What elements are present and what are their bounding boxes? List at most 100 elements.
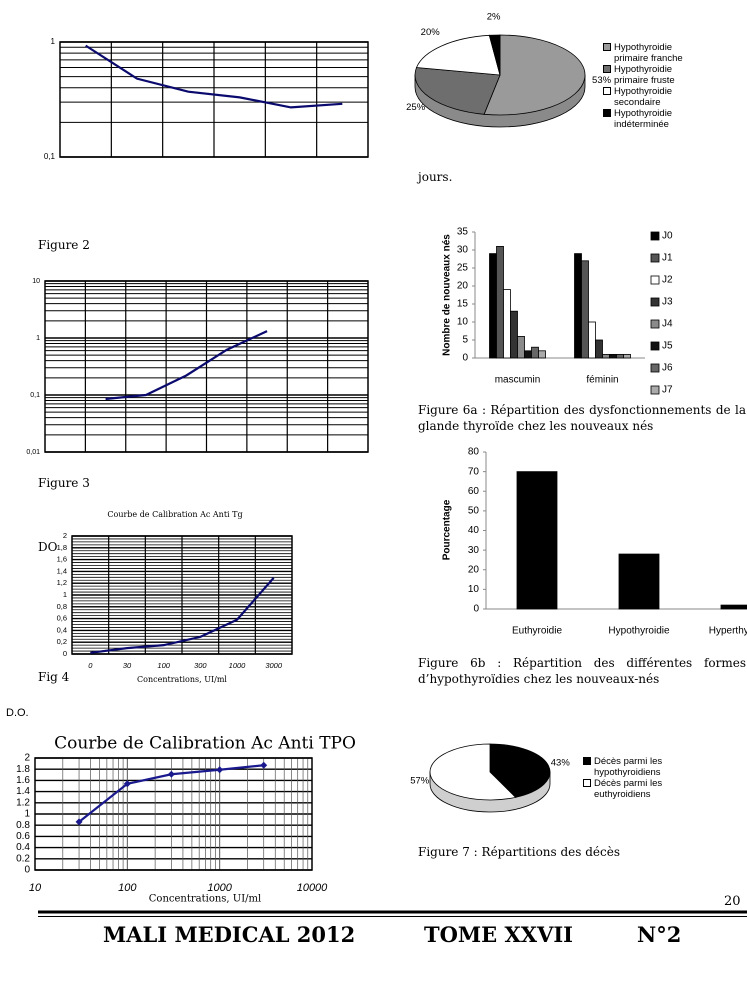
bar (489, 253, 497, 359)
figure-label: Figure 3 (38, 476, 90, 490)
legend-entry: Hypothyroidie secondaire (603, 86, 707, 108)
bar (538, 350, 546, 359)
bar (609, 353, 617, 359)
figure-label: Figure 2 (38, 238, 90, 252)
legend-entry: Hypothyroidie primaire franche (603, 42, 707, 64)
legend-swatch (603, 65, 611, 73)
x-tick-label: Euthyroidie (512, 626, 562, 637)
data-point (216, 766, 224, 774)
y-tick-label: 1 (63, 590, 67, 599)
legend-label: J4 (662, 319, 673, 330)
y-tick-label: 0,4 (57, 625, 67, 634)
pie-slice (415, 34, 501, 76)
y-tick-label: 30 (468, 545, 480, 556)
y-tick-label: 20 (468, 564, 480, 575)
y-tick-label: 0 (462, 353, 468, 364)
y-tick-label: 0.8 (16, 820, 30, 831)
bar (517, 335, 525, 359)
bar (581, 260, 589, 359)
caption: Figure 7 : Répartitions des décès (418, 845, 621, 859)
plot-frame (44, 280, 369, 453)
y-tick-label: 0,1 (30, 392, 40, 399)
bar (531, 346, 539, 359)
legend-label: J1 (662, 253, 673, 264)
pie-value-label: 2% (487, 12, 501, 23)
data-point (167, 770, 175, 778)
plot-frame (71, 535, 293, 655)
legend-label: Hypothyroidie primaire franche (614, 42, 683, 64)
y-axis-label: D.O. (6, 707, 29, 719)
data-point (260, 761, 268, 769)
legend-swatch (583, 779, 591, 787)
y-tick-label: 1 (24, 809, 30, 820)
bar (623, 353, 631, 359)
legend-label: J7 (662, 385, 673, 396)
legend-swatch (650, 363, 660, 373)
y-tick-label: 15 (457, 299, 469, 310)
y-tick-label: 1,6 (57, 555, 67, 564)
bar (574, 253, 582, 359)
y-tick-label: 1,2 (57, 578, 67, 587)
plot-frame (34, 757, 313, 871)
y-tick-label: 0,2 (57, 637, 67, 646)
pie-slice (483, 34, 586, 116)
y-tick-label: 5 (462, 335, 468, 346)
page-number: 20 (724, 894, 741, 909)
y-tick-label: 1,8 (57, 543, 67, 552)
y-tick-label: 0,01 (26, 449, 40, 456)
bar (496, 245, 504, 359)
legend-label: Décès parmi les hypothyroidiens (594, 756, 663, 778)
x-tick-label: féminin (586, 375, 618, 386)
legend-swatch (650, 319, 660, 329)
footer-text: MALI MEDICAL 2012 (103, 922, 356, 947)
y-tick-label: 2 (63, 531, 67, 540)
data-line (85, 44, 343, 109)
legend-swatch (650, 297, 660, 307)
figure-label: Fig 4 (38, 670, 70, 684)
y-tick-label: 60 (468, 486, 480, 497)
y-axis-label: Pourcentage (442, 499, 453, 560)
y-tick-label: 1.2 (16, 797, 30, 808)
data-point (75, 818, 83, 826)
x-tick-label: 1000 (207, 882, 232, 894)
y-tick-label: 2 (24, 753, 30, 764)
chart-title: Courbe de Calibration Ac Anti Tg (107, 510, 242, 519)
pie-value-label: 57% (410, 775, 430, 786)
pie-slice (489, 743, 551, 798)
legend: Hypothyroidie primaire franche Hypothyroi… (603, 42, 707, 130)
y-tick-label: 35 (457, 227, 469, 238)
bar (510, 310, 518, 359)
legend-swatch (650, 253, 660, 263)
legend-swatch (603, 87, 611, 95)
legend-label: J5 (662, 341, 673, 352)
x-tick-label: 10000 (297, 882, 328, 894)
y-tick-label: 1,4 (57, 566, 67, 575)
y-axis-label: Nombre de nouveaux nés (442, 234, 453, 356)
y-tick-label: 1.6 (16, 775, 30, 786)
legend-swatch (650, 385, 660, 395)
data-line (105, 330, 268, 401)
bar (602, 353, 610, 359)
caption: Figure 6a : Répartition des dysfonctionn… (418, 403, 746, 433)
x-tick-label: 10 (29, 882, 42, 894)
y-tick-label: 0,6 (57, 614, 67, 623)
y-tick-label: 0.6 (16, 831, 30, 842)
x-tick-label: mascumin (495, 375, 541, 386)
y-tick-label: 1.8 (16, 764, 30, 775)
y-tick-label: 10 (468, 584, 480, 595)
y-tick-label: 10 (32, 278, 40, 285)
y-tick-label: 1.4 (16, 786, 30, 797)
legend-swatch (603, 43, 611, 51)
legend-entry: Décès parmi les hypothyroidiens (583, 756, 665, 778)
y-tick-label: 1 (51, 37, 56, 46)
bar (524, 350, 532, 359)
legend-entry: Hypothyroidie primaire fruste (603, 64, 707, 86)
legend-label: Décès parmi les euthyroidiens (594, 778, 663, 800)
bar (616, 353, 624, 359)
bar (503, 289, 511, 359)
y-tick-label: 1 (36, 335, 40, 342)
y-tick-label: 70 (468, 466, 480, 477)
legend-entry: Décès parmi les euthyroidiens (583, 778, 665, 800)
pie-value-label: 53% (592, 75, 612, 86)
